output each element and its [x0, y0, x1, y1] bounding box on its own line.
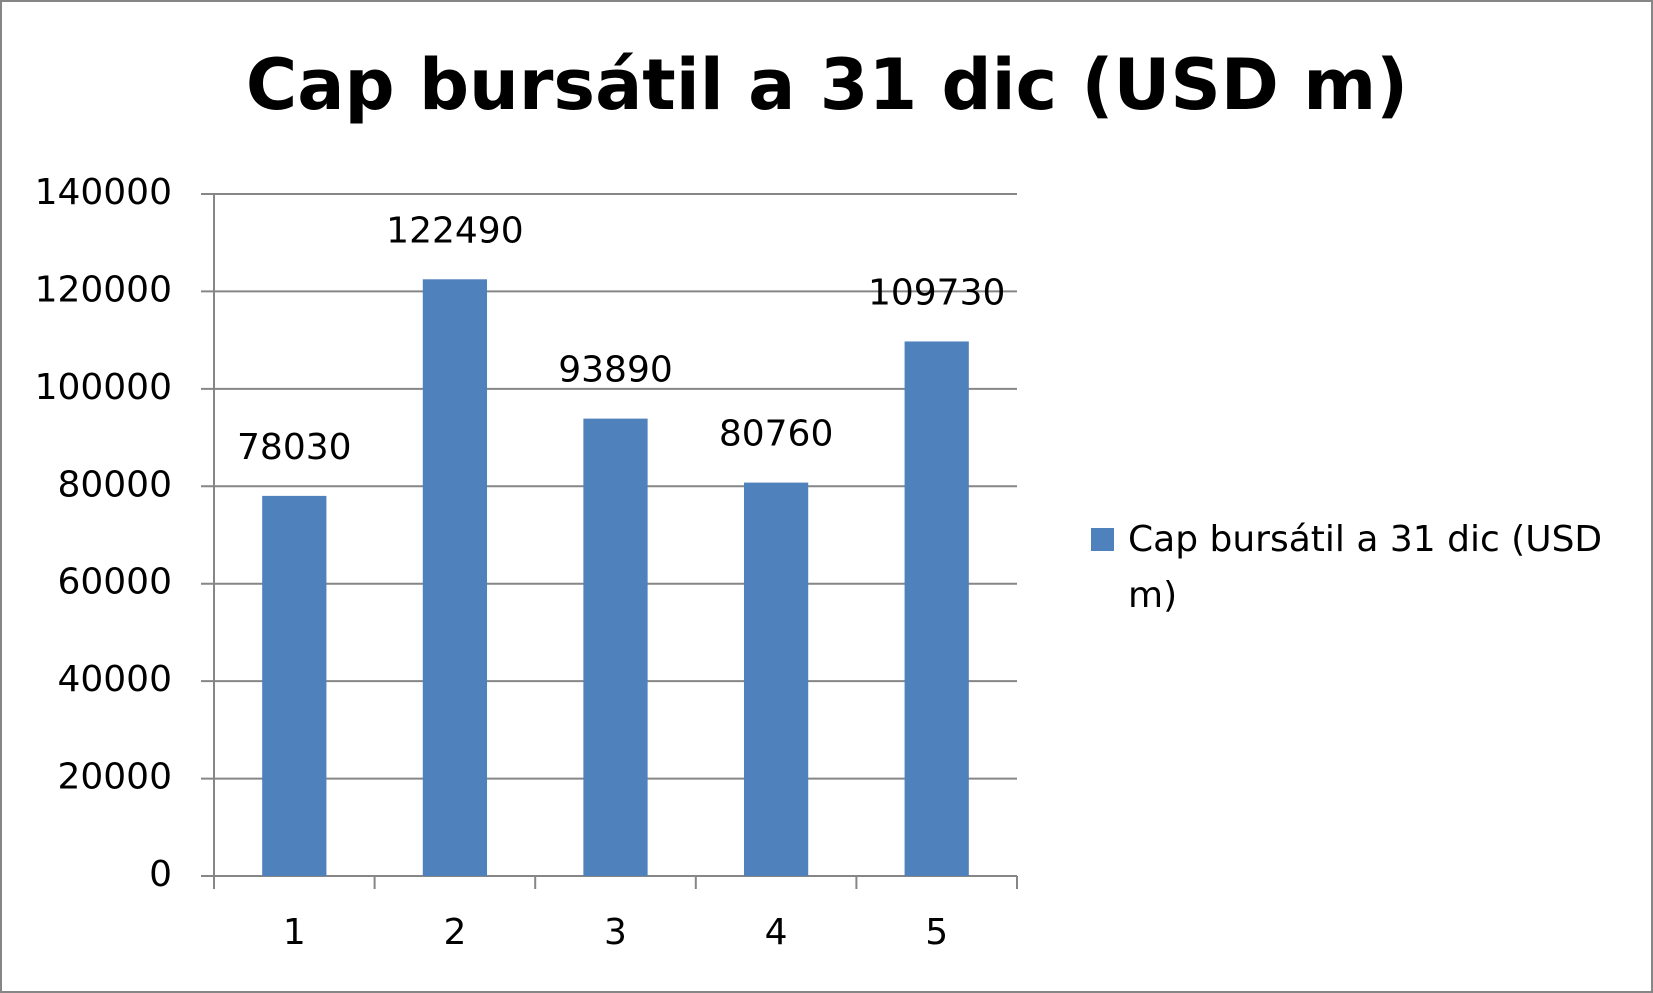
bar	[904, 341, 969, 876]
bar	[262, 495, 327, 876]
data-label: 78030	[237, 427, 352, 468]
legend-swatch	[1091, 528, 1114, 551]
y-tick-label: 40000	[57, 659, 172, 700]
y-tick-label: 120000	[35, 269, 172, 310]
x-tick-label: 1	[283, 912, 306, 953]
data-label: 93890	[558, 350, 673, 391]
legend-label: Cap bursátil a 31 dic (USD m)	[1128, 519, 1603, 616]
bar	[583, 418, 648, 876]
y-tick-label: 80000	[57, 464, 172, 505]
x-tick-label: 4	[765, 912, 788, 953]
y-tick-label: 100000	[35, 367, 172, 408]
x-tick-label: 2	[443, 912, 466, 953]
y-tick-label: 140000	[35, 172, 172, 213]
y-tick-label: 20000	[57, 757, 172, 798]
data-label: 80760	[719, 414, 834, 455]
x-tick-label: 5	[925, 912, 948, 953]
y-tick-label: 0	[149, 854, 172, 895]
data-label: 109730	[868, 272, 1005, 313]
x-tick-label: 3	[604, 912, 627, 953]
bar	[743, 482, 809, 876]
bar	[422, 279, 488, 876]
y-tick-label: 60000	[57, 562, 172, 603]
data-label: 122490	[386, 210, 523, 251]
chart-title: Cap bursátil a 31 dic (USD m)	[246, 44, 1408, 126]
